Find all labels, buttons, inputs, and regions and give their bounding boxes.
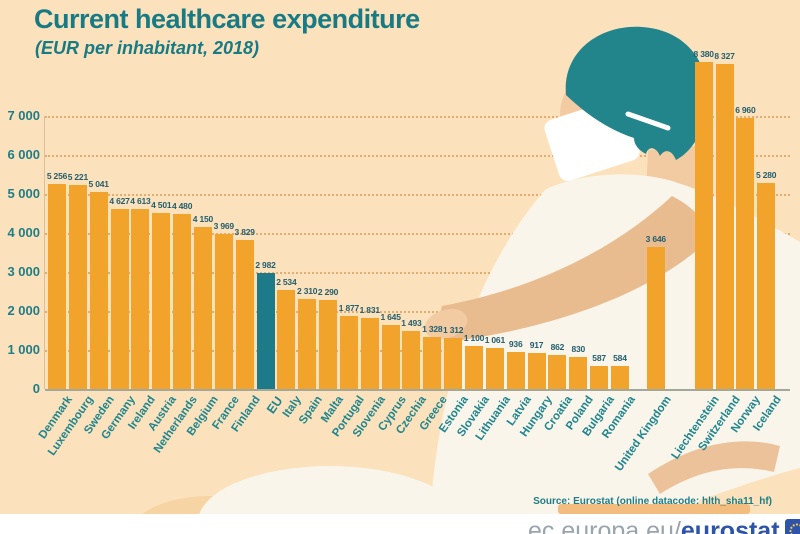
bar-finland (235, 240, 254, 389)
bar-netherlands (173, 214, 192, 389)
bar-lithuania (485, 348, 504, 389)
bar-france (214, 234, 233, 389)
gridline-2000 (45, 311, 790, 313)
bar-ireland (131, 209, 150, 389)
y-axis-label-3000: 3 000 (7, 264, 40, 279)
bar-greece (423, 337, 442, 389)
x-axis-line (45, 389, 790, 391)
value-label-norway: 6 960 (735, 105, 756, 115)
bar-germany (110, 209, 129, 389)
value-label-netherlands: 4 480 (171, 201, 193, 211)
bar-luxembourg (68, 185, 87, 389)
value-label-sweden: 5 041 (88, 179, 109, 189)
bar-croatia (548, 355, 567, 389)
value-label-eu: 2 982 (255, 260, 276, 270)
y-axis-line (44, 116, 45, 389)
bar-portugal (339, 316, 358, 389)
bar-united-kingdom (646, 247, 665, 389)
bar-bulgaria (590, 366, 609, 389)
value-label-switzerland: 8 327 (714, 51, 735, 61)
bar-malta (319, 300, 338, 389)
y-axis-label-4000: 4 000 (7, 225, 40, 240)
value-label-germany: 4 627 (109, 196, 130, 206)
bar-slovenia (360, 318, 379, 389)
bar-denmark (48, 184, 66, 389)
footer-url-prefix: ec.europa.eu/ (528, 517, 681, 534)
footer-strip: ec.europa.eu/ eurostat (0, 514, 800, 534)
y-axis-label-5000: 5 000 (7, 186, 40, 201)
value-label-malta: 2 290 (317, 287, 339, 297)
value-label-finland: 3 829 (234, 227, 255, 237)
value-label-slovenia: 1 831 (359, 305, 380, 315)
bar-czechia (402, 331, 421, 389)
bar-hungary (527, 353, 546, 389)
value-label-france: 3 969 (213, 221, 234, 231)
value-label-united-kingdom: 3 646 (645, 234, 666, 244)
y-axis-label-2000: 2 000 (7, 303, 40, 318)
bar-iceland (757, 183, 776, 389)
page-title: Current healthcare expenditure (34, 4, 420, 34)
value-label-czechia: 1 493 (401, 318, 422, 328)
value-label-iceland: 5 280 (756, 170, 777, 180)
y-axis-label-1000: 1 000 (7, 342, 40, 357)
page-subtitle: (EUR per inhabitant, 2018) (35, 38, 260, 58)
bar-slovakia (465, 346, 483, 389)
y-axis-label-6000: 6 000 (7, 147, 40, 162)
value-label-denmark: 5 256 (46, 171, 68, 181)
value-label-romania: 584 (613, 353, 627, 363)
value-label-austria: 4 501 (151, 200, 172, 210)
source-note: Source: Eurostat (online datacode: hlth_… (533, 496, 772, 507)
bar-romania (610, 366, 629, 389)
gridline-3000 (45, 272, 790, 274)
bar-italy (277, 290, 296, 389)
value-label-portugal: 1 877 (338, 303, 360, 313)
bar-estonia (444, 338, 463, 389)
bar-cyprus (381, 325, 400, 389)
value-label-spain: 2 310 (297, 286, 318, 296)
gridline-5000 (45, 194, 790, 196)
gridline-4000 (45, 233, 790, 235)
gridline-6000 (45, 155, 790, 157)
footer-url-eurostat: eurostat (680, 517, 780, 534)
bar-belgium (193, 227, 212, 389)
bar-sweden (89, 192, 108, 389)
bar-spain (298, 299, 317, 389)
bar-austria (152, 213, 171, 389)
value-label-cyprus: 1 645 (380, 312, 401, 322)
value-label-ireland: 4 613 (130, 196, 151, 206)
y-axis-label-7000: 7 000 (7, 108, 40, 123)
y-axis-label-0: 0 (32, 381, 40, 396)
value-label-luxembourg: 5 221 (67, 172, 88, 182)
bar-latvia (506, 352, 525, 389)
footer-url: ec.europa.eu/ eurostat (528, 517, 800, 534)
bar-norway (736, 118, 755, 389)
eu-flag-icon (784, 519, 800, 534)
bar-eu (256, 273, 275, 389)
bar-liechtenstein (694, 62, 713, 389)
value-label-belgium: 4 150 (192, 214, 214, 224)
value-label-italy: 2 534 (276, 277, 297, 287)
gridline-7000 (45, 116, 790, 118)
